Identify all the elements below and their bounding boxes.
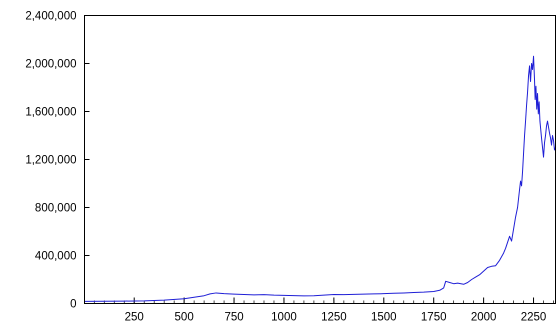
series-layer	[84, 55, 556, 302]
y-axis-major-ticks	[84, 15, 90, 304]
x-tick-label: 250	[125, 312, 144, 324]
y-axis-tick-labels: 0 400,000 800,000 1,200,000 1,600,000 2,000,0…	[25, 11, 76, 311]
x-tick-label: 1250	[321, 312, 347, 324]
y-tick-label: 1,600,000	[25, 107, 76, 119]
x-tick-label: 1500	[371, 312, 397, 324]
series-line	[84, 55, 556, 302]
x-tick-label: 2000	[471, 312, 497, 324]
x-tick-label: 1000	[271, 312, 297, 324]
x-tick-label: 1750	[421, 312, 447, 324]
y-tick-label: 400,000	[35, 251, 77, 263]
x-axis-tick-labels: 250 500 750 1000 1250 1500 1750 2000 2250	[125, 312, 547, 324]
y-tick-label: 1,200,000	[25, 155, 76, 167]
y-tick-label: 0	[70, 299, 76, 311]
y-tick-label: 2,000,000	[25, 59, 76, 71]
plot-frame	[84, 15, 556, 304]
y-tick-label: 800,000	[35, 203, 77, 215]
x-tick-label: 500	[175, 312, 194, 324]
y-tick-label: 2,400,000	[25, 11, 76, 23]
x-tick-label: 2250	[521, 312, 547, 324]
x-tick-label: 750	[224, 312, 243, 324]
